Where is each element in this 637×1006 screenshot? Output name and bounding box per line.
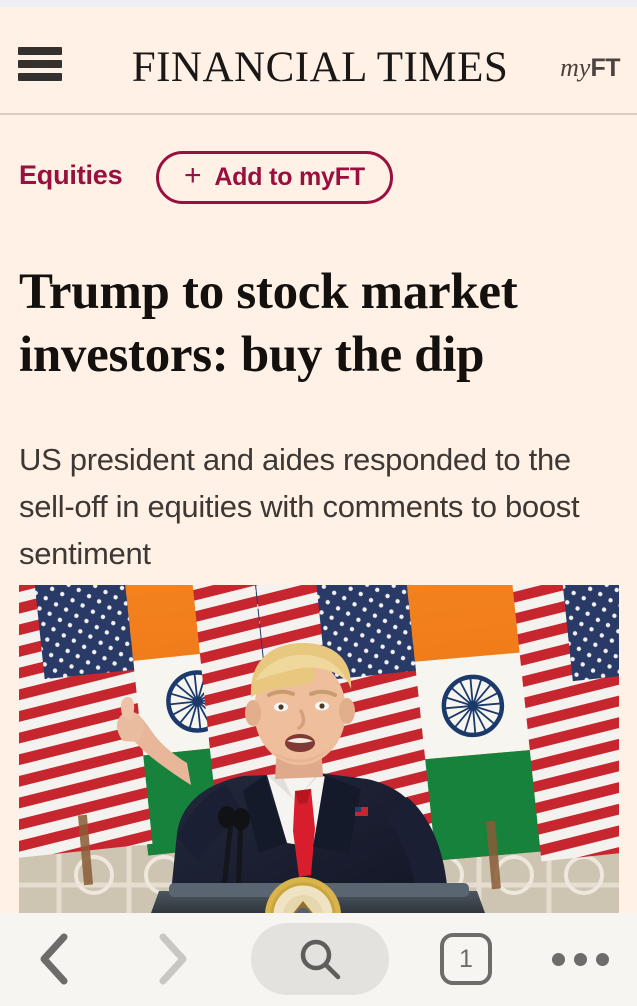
ft-masthead-logo[interactable]: FINANCIAL TIMES bbox=[131, 44, 509, 91]
myft-logo-ft: FT bbox=[590, 54, 620, 82]
myft-logo-my: my bbox=[560, 53, 591, 82]
myft-logo[interactable]: myFT bbox=[560, 52, 620, 83]
add-to-myft-button[interactable]: + Add to myFT bbox=[156, 151, 393, 204]
ellipsis-dot-2 bbox=[573, 952, 587, 966]
article-image-illustration bbox=[19, 585, 619, 913]
back-button[interactable] bbox=[22, 927, 86, 991]
plus-icon: + bbox=[184, 159, 202, 192]
article-image bbox=[19, 585, 619, 913]
magnifier-icon bbox=[300, 939, 341, 980]
browser-toolbar: 1 bbox=[0, 913, 637, 1006]
tab-count-box: 1 bbox=[440, 933, 492, 985]
article-standfirst: US president and aides responded to the … bbox=[19, 442, 580, 571]
topic-link-equities[interactable]: Equities bbox=[19, 160, 123, 190]
ellipsis-dot-3 bbox=[595, 952, 609, 966]
hamburger-bar-1 bbox=[18, 47, 62, 55]
ellipsis-dot-1 bbox=[551, 952, 565, 966]
ellipsis-icon bbox=[551, 952, 609, 966]
hamburger-menu-icon[interactable] bbox=[18, 47, 62, 81]
article-meta-row: Equities + Add to myFT bbox=[0, 148, 637, 210]
article-headline: Trump to stock market investors: buy the… bbox=[19, 264, 518, 384]
tab-count-label: 1 bbox=[459, 944, 473, 973]
tab-overview-button[interactable]: 1 bbox=[437, 930, 495, 988]
hamburger-bar-3 bbox=[18, 73, 62, 81]
site-header: FINANCIAL TIMES myFT bbox=[0, 7, 637, 115]
search-button[interactable] bbox=[251, 923, 389, 995]
status-bar-strip bbox=[0, 0, 637, 7]
chevron-right-icon bbox=[159, 933, 187, 985]
hamburger-bar-2 bbox=[18, 60, 62, 68]
more-menu-button[interactable] bbox=[548, 927, 612, 991]
forward-button[interactable] bbox=[141, 927, 205, 991]
add-to-myft-label: Add to myFT bbox=[214, 163, 365, 191]
chevron-left-icon bbox=[40, 933, 68, 985]
